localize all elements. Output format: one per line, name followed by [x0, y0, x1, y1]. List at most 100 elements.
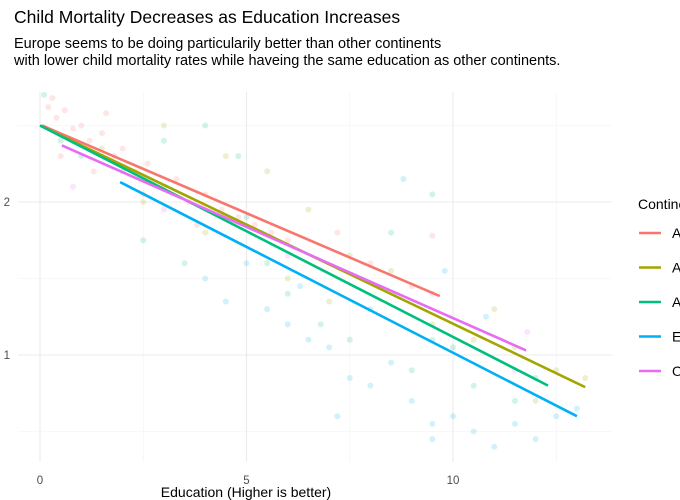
legend-label-americas: Americas	[672, 260, 680, 276]
data-point-africa	[268, 229, 275, 236]
legend-label-asia: Asia	[672, 294, 680, 310]
data-point-europe	[441, 267, 448, 274]
data-point-europe	[483, 313, 490, 320]
trend-lines	[39, 124, 586, 418]
data-point-africa	[334, 229, 341, 236]
data-point-asia	[160, 137, 167, 144]
legend-label-europe: Europe	[672, 329, 680, 345]
data-point-africa	[119, 145, 126, 152]
trend-line-africa	[41, 124, 441, 298]
data-point-africa	[70, 125, 77, 132]
x-tick-label: 0	[37, 475, 43, 487]
data-point-americas	[491, 306, 498, 313]
trend-line-europe	[119, 180, 578, 418]
data-point-africa	[429, 232, 436, 239]
data-point-africa	[98, 130, 105, 137]
data-point-americas	[202, 229, 209, 236]
data-point-europe	[284, 321, 291, 328]
data-point-europe	[511, 420, 518, 427]
data-point-asia	[429, 191, 436, 198]
data-point-africa	[53, 114, 60, 121]
gridlines	[18, 92, 612, 462]
data-point-europe	[450, 413, 456, 420]
data-point-europe	[408, 397, 415, 404]
chart-subtitle-line-2: with lower child mortality rates while h…	[14, 53, 561, 69]
data-point-oceania	[160, 206, 167, 213]
data-point-asia	[317, 321, 324, 328]
data-point-asia	[346, 336, 353, 343]
trend-line-asia	[39, 124, 549, 387]
data-point-africa	[90, 168, 97, 175]
data-point-asia	[235, 153, 242, 160]
data-point-americas	[532, 397, 539, 404]
data-point-africa	[78, 122, 85, 129]
data-point-americas	[222, 153, 229, 160]
data-point-europe	[334, 413, 341, 420]
data-point-europe	[326, 344, 333, 351]
chart-title: Child Mortality Decreases as Education I…	[14, 7, 401, 27]
data-point-africa	[61, 107, 68, 114]
data-point-europe	[202, 275, 209, 282]
data-point-americas	[160, 122, 167, 129]
chart-subtitle-line-1: Europe seems to be doing particularily b…	[14, 36, 442, 52]
data-point-europe	[400, 176, 407, 183]
data-point-europe	[367, 382, 374, 389]
data-point-europe	[297, 283, 304, 290]
data-point-africa	[284, 237, 291, 244]
data-point-americas	[326, 298, 333, 305]
data-point-asia	[57, 137, 64, 144]
data-point-americas	[140, 199, 147, 205]
data-point-europe	[243, 260, 250, 267]
x-tick-label: 5	[243, 475, 249, 487]
data-point-asia	[202, 122, 209, 129]
data-point-asia	[284, 290, 291, 297]
data-point-europe	[429, 420, 436, 427]
data-point-africa	[86, 137, 93, 144]
legend-label-africa: Africa	[672, 225, 680, 241]
data-point-asia	[181, 260, 188, 267]
data-point-asia	[140, 237, 147, 244]
data-point-americas	[388, 267, 395, 274]
data-point-asia	[388, 229, 395, 236]
legend: Continent Africa Americas Asia Europe Oceani…	[638, 196, 680, 379]
data-point-americas	[305, 206, 312, 213]
data-point-americas	[582, 374, 589, 381]
y-tick-label: 2	[4, 197, 10, 209]
data-point-europe	[470, 428, 477, 435]
data-point-americas	[264, 168, 271, 175]
data-point-europe	[532, 436, 539, 443]
data-point-asia	[470, 382, 477, 389]
data-point-europe	[429, 436, 436, 443]
axis-ticks: 0 5 10 1 2	[4, 197, 460, 487]
data-point-europe	[491, 443, 498, 450]
data-point-asia	[450, 344, 456, 351]
data-point-europe	[222, 298, 229, 305]
data-point-africa	[57, 153, 64, 160]
data-point-europe	[264, 306, 271, 313]
data-point-africa	[173, 176, 180, 183]
scatter-points	[41, 91, 589, 450]
data-point-africa	[144, 160, 151, 167]
data-point-africa	[103, 110, 110, 117]
data-point-europe	[388, 359, 395, 366]
data-point-europe	[573, 405, 580, 412]
data-point-asia	[511, 397, 518, 404]
data-point-asia	[408, 367, 415, 374]
legend-label-oceania: Oceania	[672, 363, 680, 379]
data-point-europe	[346, 374, 353, 381]
data-point-oceania	[70, 183, 77, 190]
x-axis-title: Education (Higher is better)	[161, 484, 331, 500]
data-point-americas	[470, 336, 477, 343]
trend-line-oceania	[61, 144, 527, 352]
data-point-africa	[45, 104, 52, 111]
data-point-asia	[243, 214, 250, 221]
data-point-europe	[553, 413, 560, 420]
data-point-asia	[264, 260, 271, 267]
legend-title: Continent	[638, 196, 680, 212]
data-point-oceania	[524, 329, 531, 336]
data-point-americas	[284, 275, 291, 282]
x-tick-label: 10	[447, 475, 460, 487]
y-tick-label: 1	[4, 350, 10, 362]
data-point-asia	[41, 91, 48, 98]
